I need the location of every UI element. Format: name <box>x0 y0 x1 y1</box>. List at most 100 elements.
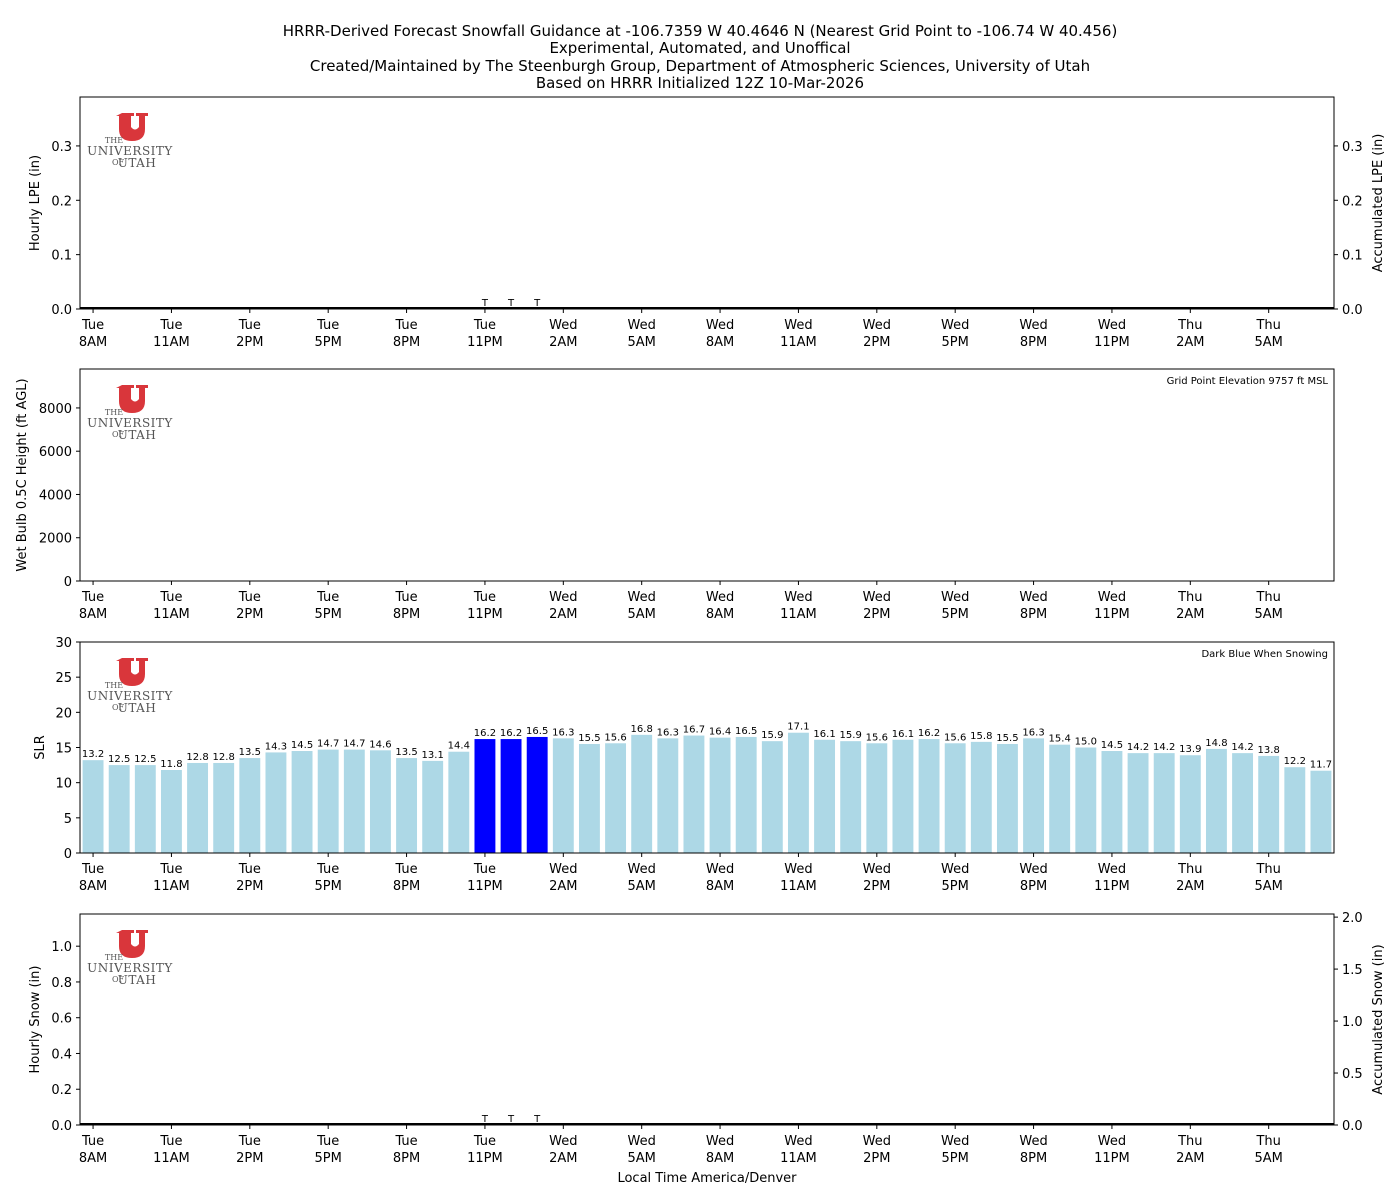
logo-of: OF <box>112 975 125 984</box>
slr-bar-label: 16.3 <box>657 727 679 738</box>
y-tick-label: 0.2 <box>51 1083 72 1098</box>
slr-bar-label: 14.8 <box>1205 738 1227 749</box>
slr-bar-label: 15.6 <box>944 732 966 743</box>
x-tick-time: 11PM <box>467 335 503 350</box>
slr-bar-label: 12.8 <box>213 752 235 763</box>
slr-bar <box>422 760 444 853</box>
y-axis-label: Wet Bulb 0.5C Height (ft AGL) <box>15 378 30 571</box>
x-tick-time: 8AM <box>79 607 107 622</box>
x-tick-day: Tue <box>394 318 417 333</box>
x-tick-day: Wed <box>1098 590 1126 605</box>
x-tick-time: 2AM <box>1176 335 1204 350</box>
slr-bar-label: 14.6 <box>369 739 391 750</box>
y-tick-label: 0 <box>64 847 72 862</box>
x-tick-time: 11PM <box>467 1151 503 1166</box>
y2-tick-label: 0.0 <box>1342 303 1363 318</box>
x-tick-day: Tue <box>473 1134 496 1149</box>
x-tick-time: 5PM <box>315 1151 342 1166</box>
block-u-icon <box>116 658 148 686</box>
slr-bar <box>605 743 627 853</box>
slr-bar-label: 12.2 <box>1284 756 1306 767</box>
x-tick-time: 2AM <box>549 879 577 894</box>
figure-title: HRRR-Derived Forecast Snowfall Guidance … <box>283 22 1118 92</box>
slr-bar <box>1284 767 1306 853</box>
slr-bar-label: 13.1 <box>422 750 444 761</box>
x-tick-time: 8PM <box>393 335 420 350</box>
x-tick-time: 11PM <box>467 607 503 622</box>
slr-bar-label: 14.2 <box>1231 742 1253 753</box>
plot-frame <box>79 96 1335 310</box>
logo-university: UNIVERSITY <box>87 416 173 430</box>
slr-bar <box>761 741 783 853</box>
x-tick-day: Wed <box>1019 1134 1047 1149</box>
slr-bar <box>735 736 757 853</box>
x-tick-day: Thu <box>1177 318 1202 333</box>
y-tick-label: 0.6 <box>51 1012 72 1027</box>
x-tick-day: Thu <box>1255 862 1280 877</box>
x-tick-time: 2AM <box>1176 1151 1204 1166</box>
x-tick-day: Wed <box>941 590 969 605</box>
x-tick-day: Wed <box>628 862 656 877</box>
logo-university: UNIVERSITY <box>87 961 173 975</box>
slr-bar <box>814 739 836 853</box>
x-tick-day: Wed <box>784 590 812 605</box>
x-tick-time: 8AM <box>79 335 107 350</box>
slr-bar-label: 16.2 <box>500 728 522 739</box>
logo-university: UNIVERSITY <box>87 689 173 703</box>
x-tick-day: Thu <box>1255 590 1280 605</box>
logo-utah: UTAH <box>118 156 157 170</box>
x-tick-time: 11AM <box>780 1151 817 1166</box>
trace-marker: T <box>507 298 515 309</box>
y2-tick-label: 0.5 <box>1342 1067 1363 1082</box>
slr-bar-label: 15.6 <box>866 732 888 743</box>
x-tick-time: 11PM <box>1094 335 1130 350</box>
slr-bar <box>683 735 705 853</box>
slr-bar-label: 15.9 <box>840 730 862 741</box>
slr-bar <box>918 739 940 853</box>
block-u-icon <box>116 930 148 958</box>
slr-bar-label: 14.5 <box>291 740 313 751</box>
x-tick-day: Wed <box>706 590 734 605</box>
slr-bar-label: 14.5 <box>1101 740 1123 751</box>
chart-panels: T T T 0.0 0.1 0.2 0.3 0.0 0.1 0.2 0.3 Tue 8AM Tue 11AM… <box>15 96 1386 1166</box>
y-axis-label: SLR <box>33 735 48 760</box>
slr-bar-label: 16.1 <box>892 729 914 740</box>
slr-bar-label: 16.7 <box>683 725 705 736</box>
trace-marker: T <box>481 298 489 309</box>
x-tick-time: 5PM <box>315 607 342 622</box>
y-tick-label: 10 <box>55 777 72 792</box>
slr-bar <box>343 749 365 853</box>
x-tick-day: Thu <box>1177 1134 1202 1149</box>
x-tick-day: Wed <box>549 590 577 605</box>
x-tick-time: 5PM <box>942 607 969 622</box>
slr-bar <box>1179 755 1201 853</box>
logo-the: THE <box>105 136 123 145</box>
x-tick-day: Tue <box>316 318 339 333</box>
slr-bar-label: 16.8 <box>631 724 653 735</box>
x-tick-day: Tue <box>159 590 182 605</box>
x-tick-time: 8PM <box>393 879 420 894</box>
slr-bar-label: 14.3 <box>265 741 287 752</box>
logo-of: OF <box>112 158 125 167</box>
slr-bar <box>866 743 888 853</box>
x-tick-day: Wed <box>549 318 577 333</box>
y-tick-label: 8000 <box>39 402 72 417</box>
x-tick-time: 8AM <box>706 1151 734 1166</box>
logo-utah: UTAH <box>118 701 157 715</box>
x-tick-time: 5PM <box>315 879 342 894</box>
x-tick-time: 5AM <box>1254 335 1282 350</box>
slr-bar <box>265 752 287 853</box>
x-tick-time: 8AM <box>79 879 107 894</box>
slr-bar-label: 16.3 <box>1022 727 1044 738</box>
x-tick-time: 8AM <box>79 1151 107 1166</box>
x-tick-day: Tue <box>238 318 261 333</box>
slr-bar <box>1310 770 1332 853</box>
slr-bar-label: 16.1 <box>813 729 835 740</box>
x-tick-time: 11PM <box>1094 879 1130 894</box>
x-tick-day: Wed <box>706 862 734 877</box>
x-tick-time: 8AM <box>706 879 734 894</box>
x-tick-time: 2PM <box>236 607 263 622</box>
x-tick-day: Wed <box>941 318 969 333</box>
x-tick-time: 2AM <box>1176 607 1204 622</box>
